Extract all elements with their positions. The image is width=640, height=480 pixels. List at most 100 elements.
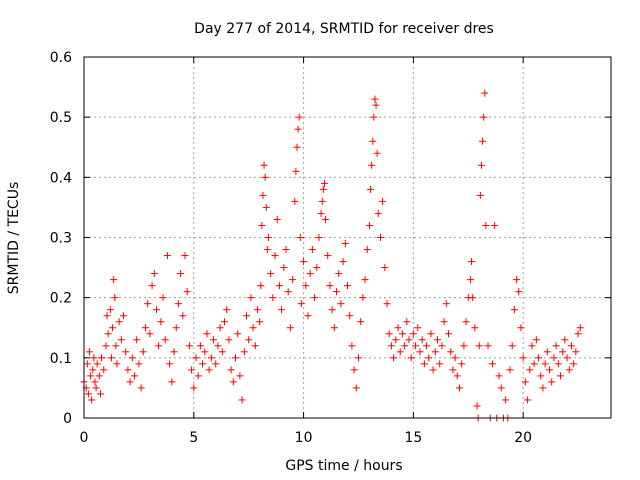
data-point — [401, 342, 409, 350]
data-point — [92, 384, 100, 392]
data-point — [548, 378, 556, 386]
data-point — [260, 161, 268, 169]
data-point — [524, 396, 532, 404]
data-point — [227, 366, 235, 374]
data-point — [218, 348, 226, 356]
data-point — [150, 270, 158, 278]
data-point — [438, 342, 446, 350]
data-point — [229, 378, 237, 386]
data-point — [466, 276, 474, 284]
data-point — [462, 318, 470, 326]
data-point — [317, 209, 325, 217]
data-point — [199, 360, 207, 368]
data-point — [249, 324, 257, 332]
data-point — [337, 300, 345, 308]
data-point — [510, 306, 518, 314]
data-point — [370, 113, 378, 121]
data-point — [480, 113, 488, 121]
x-tick-label: 5 — [189, 430, 198, 446]
data-point — [304, 312, 312, 320]
data-point — [308, 246, 316, 254]
data-point — [273, 215, 281, 223]
data-point — [113, 360, 121, 368]
data-point — [445, 330, 453, 338]
data-point — [137, 384, 145, 392]
data-point — [196, 342, 204, 350]
data-point — [344, 282, 351, 290]
data-point — [363, 246, 371, 254]
data-point — [322, 215, 330, 223]
data-point — [556, 372, 564, 380]
x-tick-label: 15 — [404, 430, 422, 446]
data-point — [471, 324, 479, 332]
data-point — [152, 306, 160, 314]
data-point — [210, 336, 218, 344]
data-point — [87, 372, 95, 380]
data-point — [214, 342, 222, 350]
data-point — [185, 342, 193, 350]
data-point — [85, 348, 93, 356]
data-point — [515, 288, 523, 296]
data-point — [442, 300, 450, 308]
data-point — [238, 396, 246, 404]
data-point — [296, 234, 304, 241]
plot-border — [83, 56, 612, 419]
data-point — [216, 324, 224, 332]
data-point — [294, 125, 302, 133]
data-point — [376, 234, 384, 241]
data-point — [477, 161, 485, 169]
data-point — [359, 294, 367, 302]
data-point — [159, 294, 167, 302]
data-point — [369, 137, 377, 145]
data-points — [80, 89, 584, 422]
data-point — [267, 270, 275, 278]
data-point — [102, 342, 110, 350]
data-point — [170, 348, 178, 356]
data-point — [570, 360, 578, 368]
data-point — [282, 246, 290, 254]
data-point — [93, 360, 101, 368]
data-point — [373, 149, 381, 157]
data-point — [451, 354, 459, 362]
data-point — [120, 312, 128, 320]
data-point — [537, 372, 545, 380]
data-point — [234, 330, 242, 338]
data-point — [532, 336, 540, 344]
data-point — [425, 354, 433, 362]
data-point — [447, 348, 455, 356]
data-point — [122, 348, 130, 356]
data-point — [168, 378, 176, 386]
data-point — [565, 366, 573, 374]
data-point — [109, 324, 117, 332]
data-point — [139, 348, 147, 356]
data-point — [326, 282, 334, 290]
data-point — [392, 336, 400, 344]
data-point — [348, 342, 356, 350]
data-point — [350, 366, 358, 374]
data-point — [131, 372, 139, 380]
data-point — [259, 191, 267, 199]
data-point — [372, 101, 380, 109]
data-point — [346, 312, 354, 320]
data-point — [133, 336, 141, 344]
data-point — [519, 354, 527, 362]
data-point — [526, 366, 534, 374]
data-point — [201, 348, 209, 356]
data-point — [576, 324, 584, 332]
data-point — [539, 384, 547, 392]
data-point — [300, 258, 308, 266]
data-point — [324, 252, 332, 260]
data-point — [161, 336, 169, 344]
data-point — [497, 384, 505, 392]
data-point — [256, 318, 264, 326]
data-point — [257, 282, 265, 290]
data-point — [112, 342, 120, 350]
data-point — [146, 330, 154, 338]
data-point — [88, 396, 96, 404]
data-point — [271, 252, 279, 260]
data-point — [431, 348, 439, 356]
data-point — [412, 342, 420, 350]
data-point — [280, 264, 288, 272]
data-point — [572, 348, 580, 356]
